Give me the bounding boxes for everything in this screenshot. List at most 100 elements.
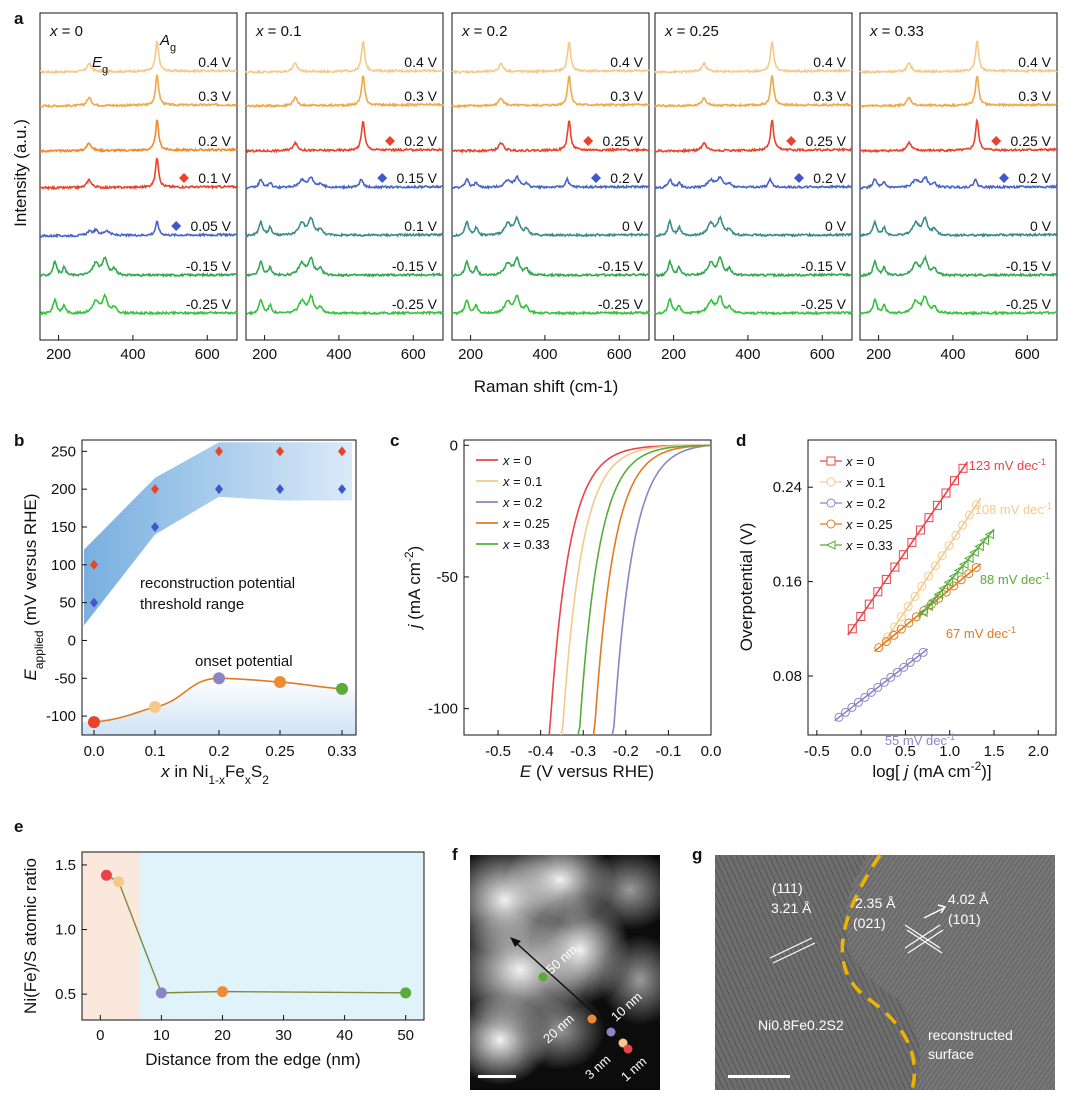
panel-a-tick-label: 400 bbox=[326, 346, 351, 363]
panel-a-trace bbox=[654, 294, 853, 316]
panel-a-voltage-label: -0.25 V bbox=[1006, 296, 1052, 312]
panel-d-point bbox=[896, 624, 906, 634]
panel-d-point bbox=[932, 500, 942, 510]
panel-d-point bbox=[856, 611, 866, 621]
panel-e-frame bbox=[81, 851, 425, 1021]
panel-c-ytick-label: -100 bbox=[428, 701, 458, 718]
panel-a-frame bbox=[654, 12, 853, 341]
panel-d-legend-marker bbox=[826, 519, 836, 529]
panel-a-voltage-label: -0.15 V bbox=[186, 258, 232, 274]
panel-a-voltage-label: 0.4 V bbox=[610, 54, 643, 70]
panel-e-xtick-label: 10 bbox=[153, 1027, 170, 1044]
panel-a-voltage-label: -0.15 V bbox=[598, 258, 644, 274]
panel-d-ytick-label: 0.08 bbox=[773, 668, 802, 685]
panel-a-trace bbox=[859, 295, 1058, 316]
panel-e-xtick-label: 30 bbox=[275, 1027, 292, 1044]
panel-b-lower-diamond-icon bbox=[276, 484, 284, 495]
panel-a: x = 0 200 400 600 0.4 V 0.3 V 0.2 V 0.1 V 0.05 V… bbox=[39, 12, 1058, 363]
panel-f-marker-3 bbox=[618, 1038, 628, 1048]
panel-a-voltage-label: 0.2 V bbox=[610, 170, 643, 186]
panel-a-voltage-label: 0 V bbox=[825, 218, 847, 234]
panel-a-frame bbox=[451, 12, 650, 341]
panel-b: -100 -50 0 50 100 150 200 250 0.0 0.1 0.2 0.25 0.33 r… bbox=[21, 439, 357, 787]
panel-a-tick-label: 600 bbox=[810, 346, 835, 363]
panel-c-frame bbox=[463, 439, 712, 736]
panel-a-xlabel-text: Raman shift (cm-1) bbox=[474, 377, 619, 396]
panel-d-point bbox=[915, 525, 925, 535]
panel-d-point bbox=[864, 599, 874, 609]
panel-a-diamond-icon bbox=[991, 136, 1002, 146]
panel-f-arrowhead-icon bbox=[510, 937, 521, 947]
panel-g-label-235: 2.35 Å bbox=[855, 895, 896, 911]
panel-a-voltage-label: -0.25 V bbox=[186, 296, 232, 312]
panel-a-voltage-label: 0.2 V bbox=[404, 133, 437, 149]
panel-f-marker-20 bbox=[587, 1014, 597, 1024]
panel-b-xlabel: x in Ni1-xFexS2 bbox=[160, 762, 269, 787]
panel-a-voltage-label: 0.25 V bbox=[806, 133, 847, 149]
panel-a-trace bbox=[245, 75, 444, 109]
panel-a-voltage-label: 0.4 V bbox=[404, 54, 437, 70]
panel-a-diamond-icon bbox=[171, 221, 182, 231]
panel-a-voltage-label: 0.3 V bbox=[813, 88, 846, 104]
panel-g-label-021: (021) bbox=[853, 915, 886, 931]
panel-d-xtick-label: 1.5 bbox=[984, 743, 1005, 760]
panel-a-voltage-label: -0.25 V bbox=[392, 296, 438, 312]
panel-d-point bbox=[911, 612, 921, 622]
panel-d-point bbox=[853, 697, 863, 707]
panel-a-trace bbox=[451, 120, 650, 154]
panel-d-ylabel: Overpotential (V) bbox=[737, 523, 756, 652]
panel-d-slope-label: 67 mV dec-1 bbox=[946, 625, 1016, 641]
panel-letter-a: a bbox=[14, 9, 24, 28]
panel-d-point bbox=[904, 618, 914, 628]
panel-d-point bbox=[949, 476, 959, 486]
panel-d-slope-label: 123 mV dec-1 bbox=[969, 457, 1046, 473]
panel-d-legend-marker bbox=[825, 540, 836, 550]
panel-a-tick-label: 200 bbox=[46, 346, 71, 363]
panel-a-voltage-label: 0.2 V bbox=[813, 170, 846, 186]
panel-a-voltage-label: 0.3 V bbox=[404, 88, 437, 104]
panel-g-arrow-icon bbox=[923, 904, 947, 919]
panel-d-point bbox=[847, 702, 857, 712]
panel-c-xtick-label: -0.3 bbox=[570, 743, 596, 760]
panel-a-voltage-label: 0 V bbox=[622, 218, 644, 234]
panel-letter-b: b bbox=[14, 431, 24, 450]
panel-c-legend-label: x = 0.1 bbox=[502, 474, 542, 489]
panel-g-label-111: (111) bbox=[772, 880, 803, 896]
panel-a-trace bbox=[654, 256, 853, 278]
panel-a-trace bbox=[39, 220, 238, 239]
panel-a-voltage-label: 0.4 V bbox=[813, 54, 846, 70]
panel-d-ytick-label: 0.24 bbox=[773, 479, 802, 496]
panel-a-tick-label: 400 bbox=[940, 346, 965, 363]
panel-letter-f: f bbox=[452, 845, 458, 864]
panel-d-frame bbox=[807, 439, 1057, 736]
panel-d-point bbox=[873, 682, 883, 692]
panel-d-point bbox=[889, 630, 899, 640]
panel-e-point bbox=[155, 987, 167, 999]
panel-a-tick-label: 200 bbox=[866, 346, 891, 363]
panel-a-trace bbox=[451, 41, 650, 75]
panel-d-point bbox=[860, 692, 870, 702]
panel-d-point bbox=[847, 624, 857, 634]
panel-a-tick-label: 400 bbox=[532, 346, 557, 363]
panel-a-trace bbox=[654, 214, 853, 238]
panel-a-tick-label: 200 bbox=[458, 346, 483, 363]
panel-d-point bbox=[930, 561, 940, 571]
panel-a-xlabel: Raman shift (cm-1) bbox=[474, 377, 619, 396]
panel-b-ytick-label: 250 bbox=[51, 443, 76, 460]
panel-a-diamond-icon bbox=[377, 173, 388, 183]
panel-d-slope-label: 55 mV dec-1 bbox=[885, 732, 955, 748]
panel-letter-e: e bbox=[14, 817, 23, 836]
panel-a-voltage-label: 0.2 V bbox=[198, 133, 231, 149]
panel-c: -0.5 -0.4 -0.3 -0.2 -0.1 0.0 0 -50 -100 x = 0 x = … bbox=[402, 437, 721, 781]
panel-a-ylabel: Intensity (a.u.) bbox=[11, 119, 30, 227]
panel-a-title: x = 0.25 bbox=[664, 23, 719, 40]
panel-d-point bbox=[953, 565, 964, 576]
panel-a-trace bbox=[859, 215, 1058, 238]
panel-d-xtick-label: -0.5 bbox=[804, 743, 830, 760]
panel-c-legend-label: x = 0.2 bbox=[502, 495, 542, 510]
panel-e-ylabel: Ni(Fe)/S atomic ratio bbox=[21, 858, 40, 1014]
panel-d-point bbox=[933, 589, 943, 600]
panel-b-range-annotation-2: threshold range bbox=[140, 596, 244, 613]
panel-a-trace bbox=[451, 174, 650, 190]
panel-d-point bbox=[917, 581, 927, 591]
